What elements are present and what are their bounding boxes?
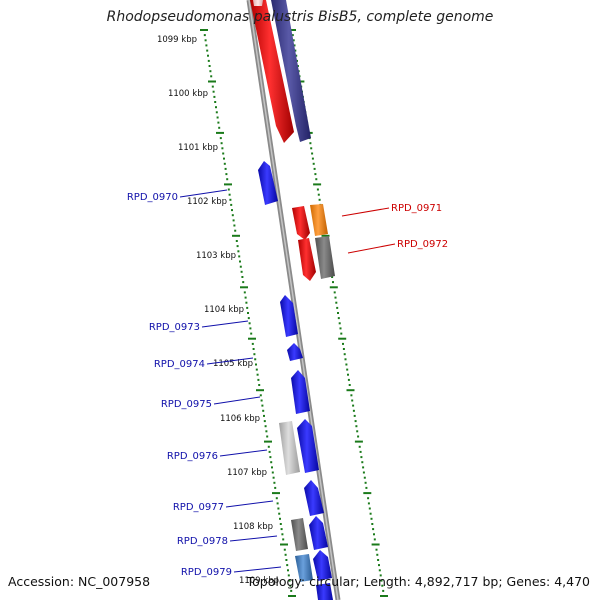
leader-line	[213, 396, 261, 405]
kbp-label: 1104 kbp	[204, 305, 244, 315]
gene-feature[interactable]	[295, 554, 313, 582]
genome-summary-text: Topology: circular; Length: 4,892,717 bp…	[246, 574, 590, 589]
kbp-label: 1099 kbp	[157, 35, 197, 45]
gene-label[interactable]: RPD_0972	[397, 239, 448, 250]
gene-feature[interactable]	[316, 583, 333, 600]
gene-feature[interactable]	[304, 480, 324, 516]
kbp-label: 1106 kbp	[220, 414, 260, 424]
gene-feature[interactable]	[309, 516, 328, 550]
gene-feature[interactable]	[297, 419, 319, 473]
leader-line	[201, 320, 249, 328]
kbp-label: 1108 kbp	[233, 522, 273, 532]
gene-label[interactable]: RPD_0973	[149, 322, 200, 333]
gene-feature[interactable]	[258, 161, 278, 205]
gene-label[interactable]: RPD_0976	[167, 451, 218, 462]
kbp-label: 1107 kbp	[227, 468, 267, 478]
gene-labels: RPD_0970 RPD_0971 RPD_0972 RPD_0973 RPD_…	[127, 189, 448, 578]
gene-feature[interactable]	[315, 236, 335, 279]
kbp-label: 1100 kbp	[168, 89, 208, 99]
leader-line	[233, 566, 282, 573]
gene-feature[interactable]	[287, 343, 303, 361]
kbp-scale: 1099 kbp 1100 kbp 1101 kbp 1102 kbp 1103…	[157, 35, 279, 586]
gene-feature[interactable]	[310, 204, 328, 236]
leader-line	[341, 207, 390, 217]
gene-label[interactable]: RPD_0978	[177, 536, 228, 547]
leader-line	[347, 243, 396, 254]
gene-feature[interactable]	[250, 0, 294, 143]
kbp-label: 1102 kbp	[187, 197, 227, 207]
gene-feature[interactable]	[280, 295, 298, 337]
genome-title: Rhodopseudomonas palustris BisB5, comple…	[106, 9, 494, 25]
leader-line	[229, 535, 278, 542]
gene-label[interactable]: RPD_0975	[161, 399, 212, 410]
gene-feature[interactable]	[291, 518, 308, 551]
leader-line	[225, 500, 274, 508]
kbp-label: 1101 kbp	[178, 143, 218, 153]
kbp-label: 1109 kbp	[239, 576, 279, 586]
gene-label[interactable]: RPD_0977	[173, 502, 224, 513]
gene-feature[interactable]	[279, 421, 300, 475]
gene-feature[interactable]	[291, 370, 310, 414]
gene-feature[interactable]	[271, 0, 311, 142]
kbp-label: 1103 kbp	[196, 251, 236, 261]
gene-label[interactable]: RPD_0971	[391, 203, 442, 214]
kbp-label: 1105 kbp	[213, 359, 253, 369]
gene-label[interactable]: RPD_0970	[127, 192, 178, 203]
gene-feature[interactable]	[253, 0, 263, 6]
tick-ring-left	[200, 29, 296, 597]
gene-features	[250, 0, 335, 600]
gene-label[interactable]: RPD_0979	[181, 567, 232, 578]
genome-backbone-highlight	[248, 0, 339, 600]
gene-feature[interactable]	[298, 238, 316, 281]
leader-line	[219, 449, 268, 457]
leader-line	[206, 357, 254, 365]
gene-feature[interactable]	[292, 206, 310, 240]
gene-feature[interactable]	[313, 550, 332, 581]
accession-text: Accession: NC_007958	[8, 574, 151, 589]
gene-label[interactable]: RPD_0974	[154, 359, 205, 370]
leader-line	[179, 189, 228, 198]
